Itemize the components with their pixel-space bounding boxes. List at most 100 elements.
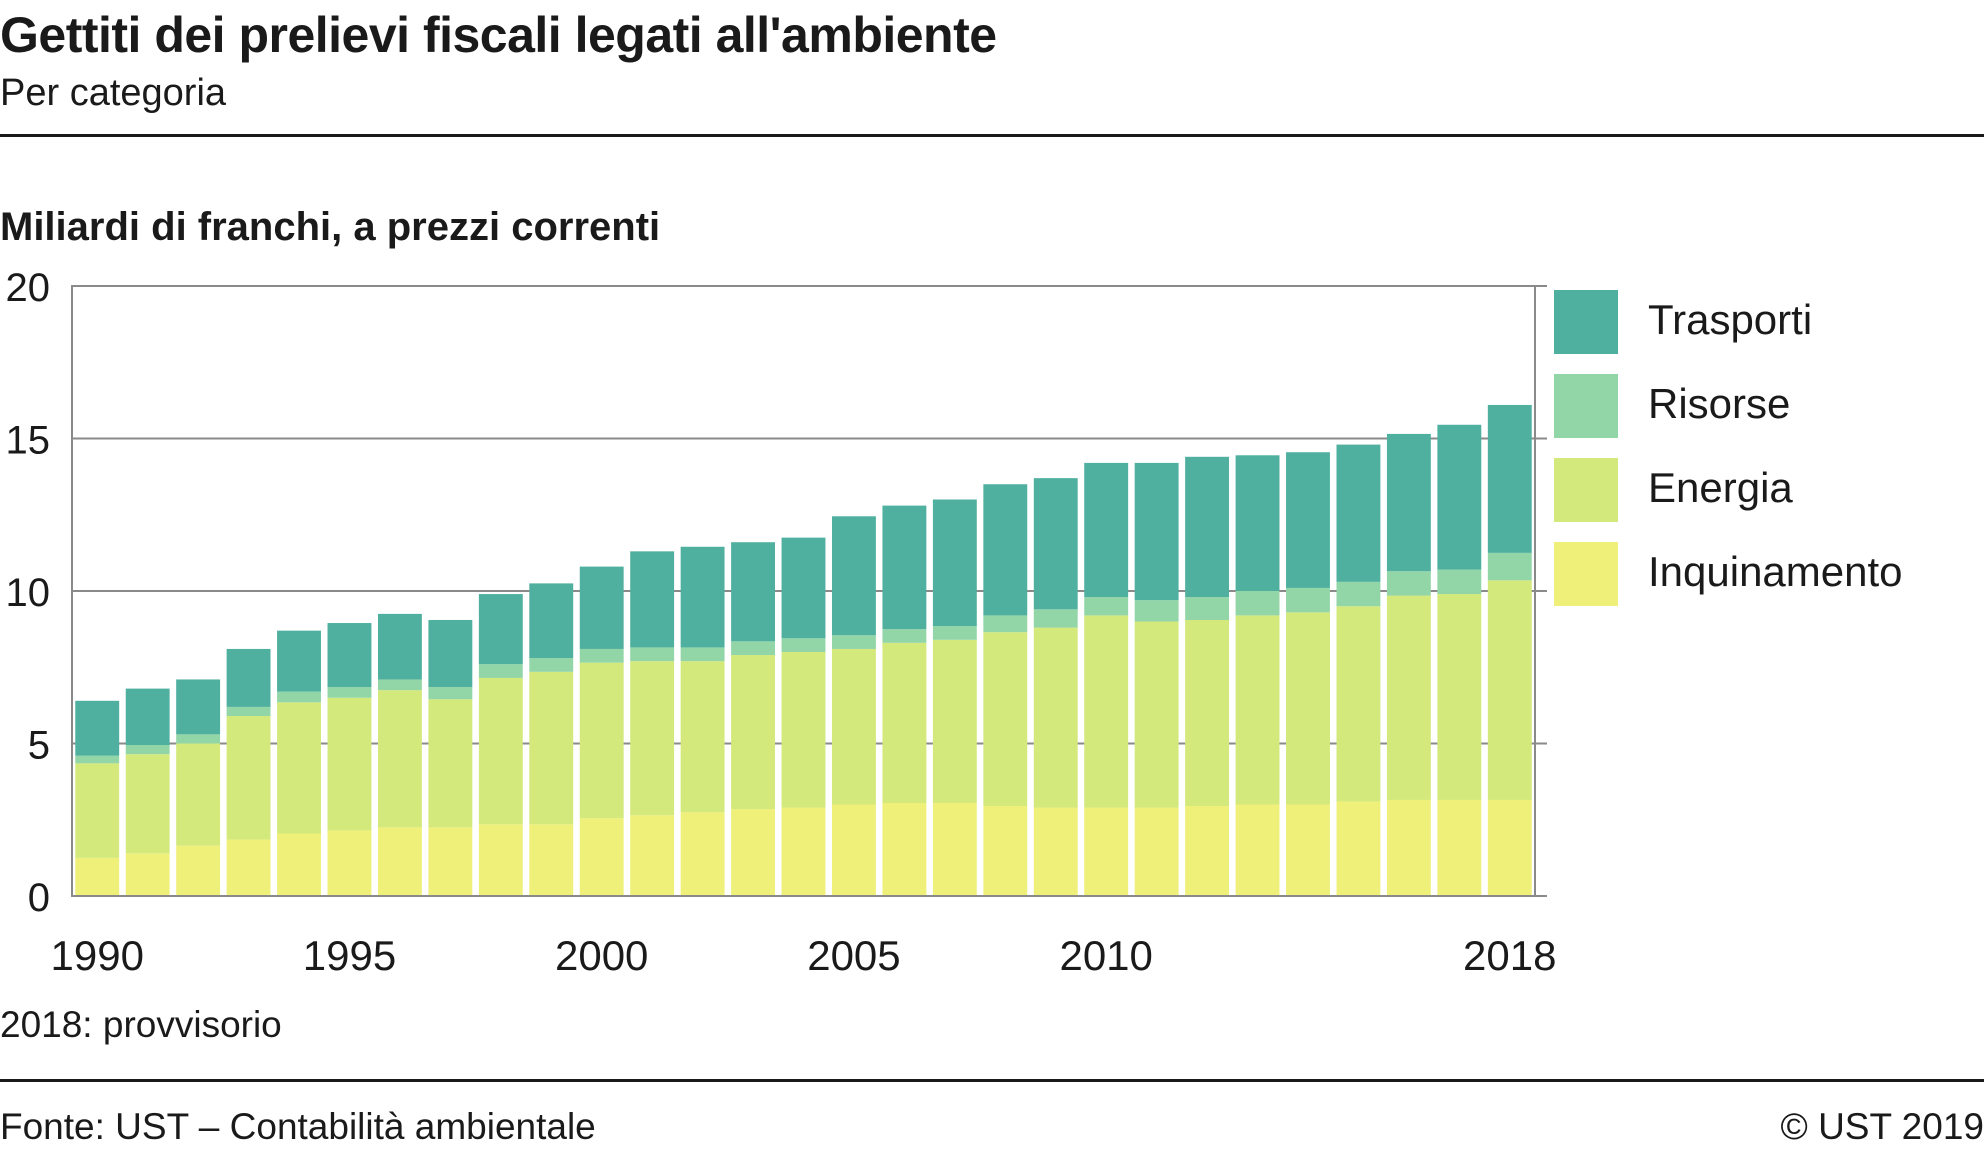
bar-risorse-1995	[327, 687, 372, 698]
bar-risorse-1990	[75, 755, 120, 764]
bar-inquinamento-2005	[832, 804, 876, 896]
x-tick-label-1990: 1990	[51, 932, 144, 979]
bar-inquinamento-2002	[680, 812, 725, 897]
bar-inquinamento-1996	[377, 827, 422, 897]
bar-energia-1999	[529, 671, 574, 825]
bar-trasporti-2014	[1286, 452, 1330, 588]
bar-energia-1993	[226, 716, 271, 840]
bar-energia-2014	[1286, 612, 1330, 805]
y-tick-label-20: 20	[6, 266, 51, 310]
legend-swatch-risorse	[1554, 374, 1618, 438]
bar-risorse-2013	[1235, 591, 1280, 616]
bar-inquinamento-1993	[226, 839, 271, 896]
bar-risorse-2018	[1487, 552, 1532, 581]
bar-inquinamento-1998	[478, 824, 523, 896]
header-rule	[0, 134, 1984, 137]
bar-trasporti-1990	[75, 700, 120, 756]
bar-trasporti-1998	[478, 594, 523, 665]
bar-trasporti-2005	[832, 516, 876, 636]
bar-risorse-1998	[478, 664, 523, 678]
y-tick-label-10: 10	[6, 571, 51, 615]
y-tick-label-15: 15	[6, 419, 51, 463]
bar-energia-2013	[1235, 615, 1280, 805]
bar-inquinamento-2010	[1084, 807, 1129, 896]
bar-inquinamento-2000	[579, 818, 624, 896]
x-tick-label-2018: 2018	[1463, 932, 1556, 979]
bar-risorse-2008	[983, 615, 1028, 633]
bar-trasporti-2009	[1033, 478, 1078, 610]
bar-trasporti-2013	[1235, 455, 1280, 591]
bar-risorse-1999	[529, 658, 574, 672]
bar-trasporti-2000	[579, 566, 624, 649]
footer-rule	[0, 1079, 1984, 1082]
bar-energia-2012	[1185, 619, 1230, 807]
bar-trasporti-1993	[226, 648, 271, 707]
bar-risorse-1993	[226, 706, 271, 717]
source-note: Fonte: UST – Contabilità ambientale	[0, 1106, 596, 1147]
bar-inquinamento-2008	[983, 806, 1028, 896]
bar-risorse-1991	[125, 745, 170, 755]
bar-risorse-2001	[630, 647, 675, 662]
bar-inquinamento-1997	[428, 827, 473, 897]
bar-risorse-2003	[731, 641, 775, 656]
bar-risorse-2009	[1033, 609, 1078, 628]
bar-risorse-2000	[579, 648, 624, 663]
bar-energia-1996	[377, 690, 422, 828]
bar-inquinamento-1991	[125, 853, 170, 896]
x-tick-labels: 1990 1995 2000 2005 2010 2018	[51, 932, 1557, 979]
bar-trasporti-2012	[1185, 456, 1230, 598]
y-tick-label-5: 5	[28, 724, 50, 768]
y-tick-label-0: 0	[28, 876, 50, 920]
bar-risorse-1997	[428, 687, 473, 700]
bar-energia-2011	[1134, 621, 1179, 808]
bar-trasporti-1992	[176, 679, 221, 735]
bars	[75, 404, 1532, 897]
bar-inquinamento-2011	[1134, 807, 1179, 896]
unit-label: Miliardi di franchi, a prezzi correnti	[0, 205, 661, 249]
bar-inquinamento-1999	[529, 824, 574, 896]
chart-subtitle: Per categoria	[0, 72, 227, 114]
bar-energia-1991	[125, 754, 170, 854]
bar-risorse-2004	[781, 638, 826, 652]
legend-label-energia: Energia	[1648, 464, 1793, 511]
bar-inquinamento-1990	[75, 857, 120, 897]
bar-inquinamento-2017	[1437, 799, 1482, 896]
bar-trasporti-2010	[1084, 462, 1129, 598]
bar-risorse-2010	[1084, 597, 1129, 616]
bar-risorse-2016	[1386, 571, 1431, 596]
bar-energia-2016	[1386, 595, 1431, 800]
bar-risorse-2007	[932, 626, 977, 640]
bar-trasporti-2011	[1134, 462, 1179, 601]
bar-trasporti-1999	[529, 583, 574, 659]
bar-energia-2008	[983, 632, 1028, 807]
bar-inquinamento-1994	[277, 833, 321, 896]
bar-inquinamento-2009	[1033, 807, 1078, 896]
bar-trasporti-1997	[428, 619, 473, 688]
bar-risorse-2014	[1286, 587, 1330, 613]
bar-energia-1990	[75, 763, 120, 858]
x-tick-label-1995: 1995	[303, 932, 396, 979]
bar-inquinamento-2014	[1286, 804, 1330, 896]
bar-trasporti-2016	[1386, 433, 1431, 572]
bar-risorse-2011	[1134, 600, 1179, 622]
bar-energia-2010	[1084, 615, 1129, 808]
footnote: 2018: provvisorio	[0, 1004, 282, 1045]
x-tick-label-2005: 2005	[807, 932, 900, 979]
bar-trasporti-2018	[1487, 404, 1532, 553]
bar-energia-2001	[630, 661, 675, 816]
bar-trasporti-2004	[781, 537, 826, 639]
bar-inquinamento-2006	[882, 802, 927, 896]
bar-trasporti-2001	[630, 551, 675, 648]
legend-label-trasporti: Trasporti	[1648, 296, 1813, 343]
bar-energia-2015	[1336, 606, 1381, 802]
bar-trasporti-1996	[377, 613, 422, 680]
bar-energia-1995	[327, 697, 372, 831]
copyright-note: © UST 2019	[1780, 1106, 1984, 1147]
legend-label-inquinamento: Inquinamento	[1648, 548, 1903, 595]
bar-energia-2007	[932, 639, 977, 803]
bar-inquinamento-2001	[630, 815, 675, 896]
bar-inquinamento-2013	[1235, 804, 1280, 896]
bar-inquinamento-2016	[1386, 799, 1431, 896]
bar-inquinamento-2012	[1185, 806, 1230, 896]
